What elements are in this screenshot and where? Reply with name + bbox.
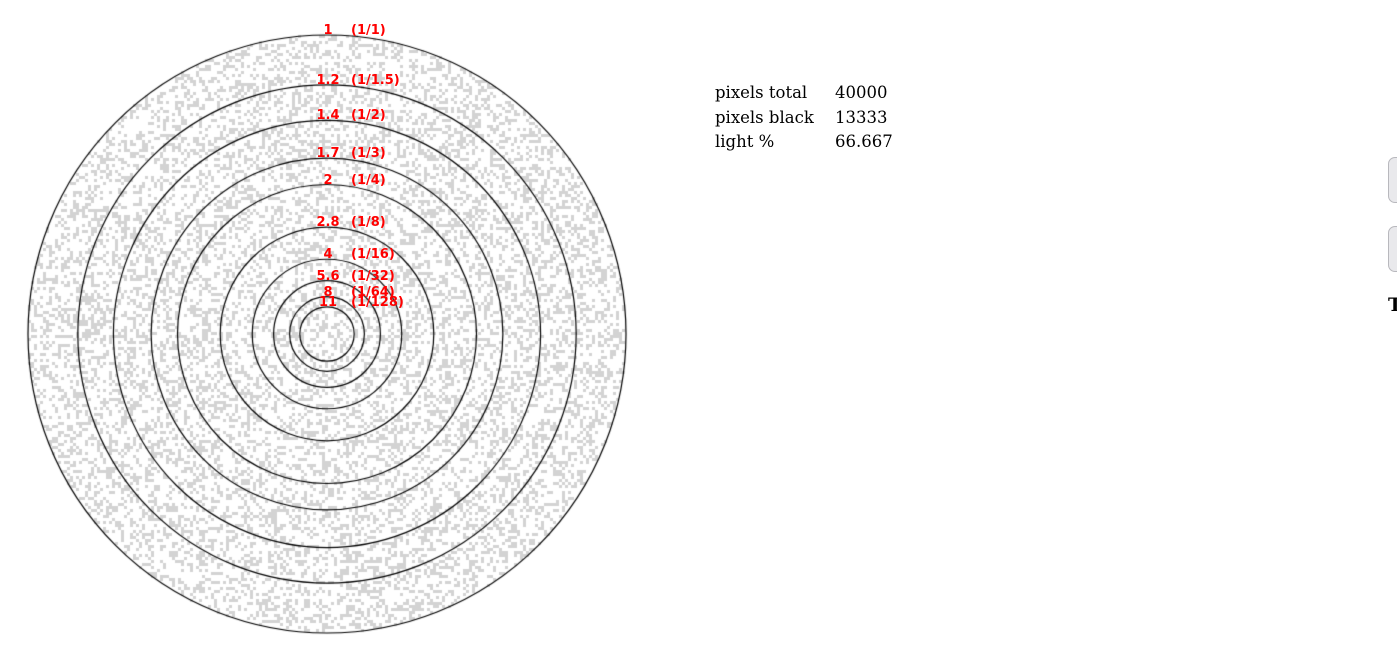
aperture-diagram-panel: 1 (1/1) 1.2 (1/1.5) 1.4 (1/2) 1.7 (1/3) 2 (1/4) 2.… (0, 0, 690, 670)
focal-button-1[interactable]: 20 (1388, 226, 1397, 272)
stat-row: pixels black 13333 (715, 106, 893, 131)
depth-of-field-heading: Tiefenschärfe in Metern für Brennweite 5… (1388, 294, 1397, 316)
aperture-button-1[interactable]: 1.0 (1388, 157, 1397, 203)
stat-label: pixels total (715, 83, 808, 102)
stat-label: light % (715, 132, 775, 151)
stat-value: 40000 (835, 83, 888, 102)
aperture-button-row: 1.0 1.2 1.4 1.8 2.0 2.8 4.0 5.6 8.0 11 L… (1388, 157, 1397, 203)
focal-length-button-row: 20 24 28 35 50 75 85 105 135 300 Brennwe… (1388, 226, 1397, 272)
stat-value: 66.667 (835, 132, 893, 151)
pixel-stats-block: pixels total 40000 pixels black 13333 ligh… (715, 81, 893, 155)
stat-value: 13333 (835, 107, 888, 127)
aperture-rings-canvas (0, 0, 690, 670)
stat-row: pixels total 40000 (715, 81, 893, 106)
info-panel: pixels total 40000 pixels black 13333 ligh… (690, 0, 1397, 670)
stat-row: light % 66.667 (715, 130, 893, 155)
stat-label: pixels black (715, 107, 814, 127)
